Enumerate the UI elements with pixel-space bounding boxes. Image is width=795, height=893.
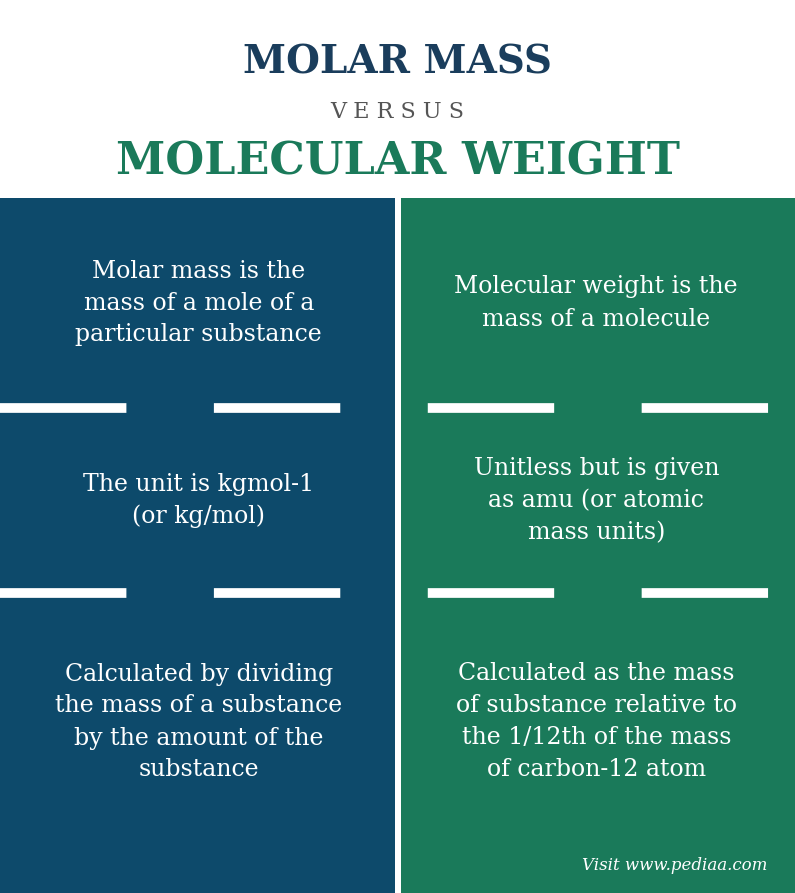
Bar [0, 198, 394, 893]
Text: Calculated as the mass
of substance relative to
the 1/12th of the mass
of carbon: Calculated as the mass of substance rela… [456, 663, 737, 781]
Text: Molar mass is the
mass of a mole of a
particular substance: Molar mass is the mass of a mole of a pa… [76, 260, 322, 346]
Text: The unit is kgmol-1
(or kg/mol): The unit is kgmol-1 (or kg/mol) [83, 472, 314, 529]
Text: MOLECULAR WEIGHT: MOLECULAR WEIGHT [115, 140, 680, 183]
Text: Molecular weight is the
mass of a molecule: Molecular weight is the mass of a molecu… [455, 276, 738, 330]
Text: V E R S U S: V E R S U S [331, 101, 464, 123]
Text: Visit www.pediaa.com: Visit www.pediaa.com [582, 856, 767, 873]
Text: Calculated by dividing
the mass of a substance
by the amount of the
substance: Calculated by dividing the mass of a sub… [55, 663, 343, 781]
Bar [401, 198, 795, 893]
Text: Unitless but is given
as amu (or atomic
mass units): Unitless but is given as amu (or atomic … [474, 457, 719, 544]
Text: MOLAR MASS: MOLAR MASS [243, 43, 552, 81]
